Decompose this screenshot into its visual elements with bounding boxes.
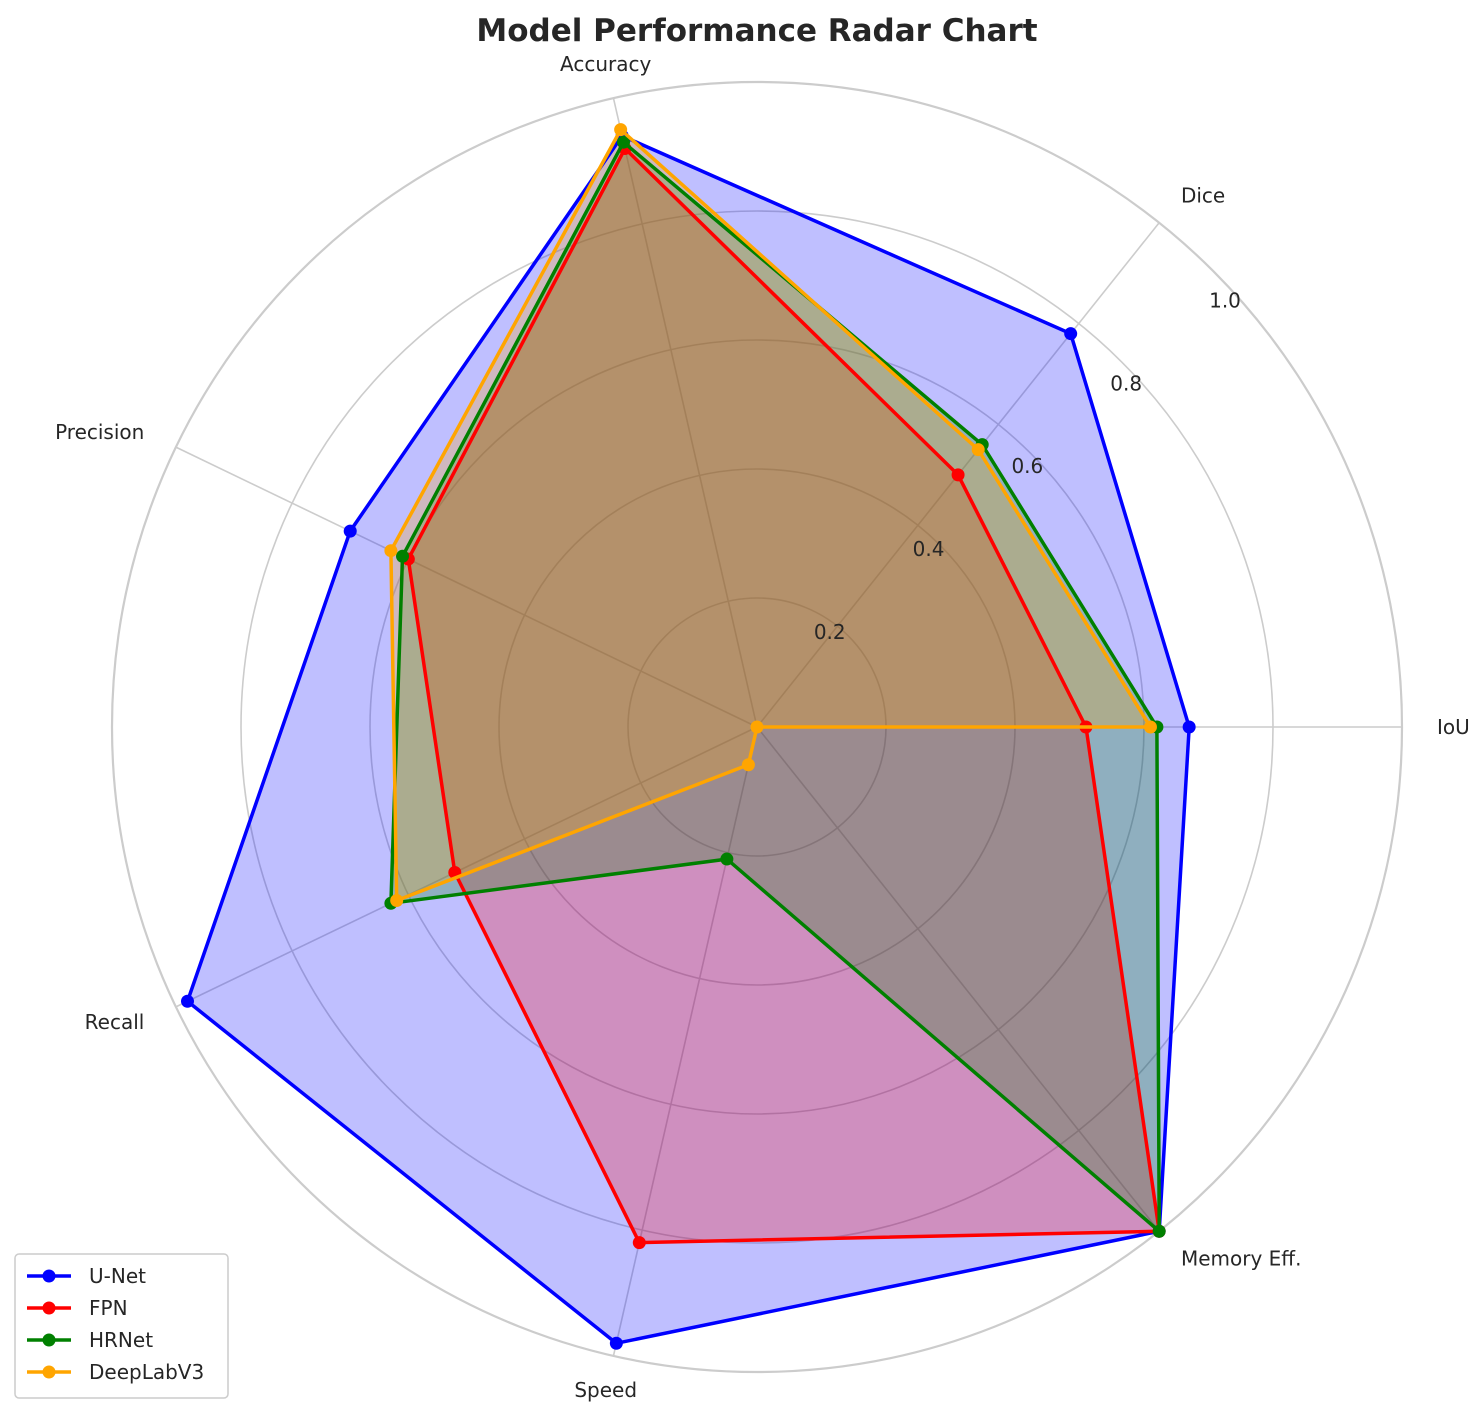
spoke-line [756, 726, 1160, 1232]
data-point [180, 994, 194, 1008]
radial-tick-label: 0.4 [913, 537, 945, 561]
data-point [390, 894, 404, 908]
data-point [1143, 720, 1157, 734]
radial-tick-label: 0.8 [1110, 371, 1142, 395]
data-point [396, 549, 410, 563]
series-line-0 [185, 133, 1191, 1346]
series-fill-1 [408, 148, 1160, 1243]
spoke-line [175, 726, 758, 1008]
data-point [632, 1236, 646, 1250]
legend-label: FPN [89, 1296, 128, 1320]
chart-title: Model Performance Radar Chart [476, 13, 1037, 49]
legend-marker [42, 1365, 56, 1379]
legend: U-Net FPN HRNet DeepLabV3 [14, 1253, 229, 1399]
legend-marker [42, 1269, 56, 1283]
legend-label: HRNet [89, 1328, 153, 1352]
spoke-line [612, 726, 758, 1357]
series-fill-2 [390, 142, 1160, 1232]
data-point [720, 852, 734, 866]
axis-label: Memory Eff. [1181, 1247, 1301, 1271]
radial-tick-label: 0.6 [1011, 454, 1043, 478]
axis-label: IoU [1437, 715, 1469, 739]
spoke-line [612, 97, 758, 728]
radar-series [180, 123, 1196, 1350]
series-line-1 [406, 145, 1162, 1245]
legend-label: DeepLabV3 [89, 1360, 204, 1384]
data-point [609, 1336, 623, 1350]
radial-tick-labels: 0.2 0.4 0.6 0.8 1.0 [814, 288, 1241, 644]
data-point [384, 544, 398, 558]
data-point [971, 443, 985, 457]
axis-label: Precision [55, 420, 144, 444]
data-point [343, 524, 357, 538]
radial-tick-label: 0.2 [814, 620, 846, 644]
axis-labels: IoU Dice Accuracy Precision Recall Speed Memor… [55, 52, 1469, 1402]
axis-label: Recall [85, 1010, 145, 1034]
data-point [750, 720, 764, 734]
legend-label: U-Net [89, 1264, 146, 1288]
series-fill-3 [390, 129, 1151, 901]
data-point [617, 135, 631, 149]
data-point [1182, 720, 1196, 734]
axis-label: Speed [574, 1378, 637, 1402]
data-point [1064, 327, 1078, 341]
radar-grid [110, 80, 1404, 1374]
legend-marker [42, 1333, 56, 1347]
data-point [614, 123, 628, 137]
data-point [951, 468, 965, 482]
radial-tick-label: 1.0 [1209, 288, 1241, 312]
legend-marker [42, 1301, 56, 1315]
spoke-line [175, 446, 758, 728]
axis-label: Accuracy [560, 52, 651, 76]
data-point [741, 758, 755, 772]
axis-label: Dice [1181, 183, 1225, 207]
series-line-2 [389, 139, 1161, 1236]
legend-frame [14, 1253, 229, 1399]
data-point [1152, 1224, 1166, 1238]
